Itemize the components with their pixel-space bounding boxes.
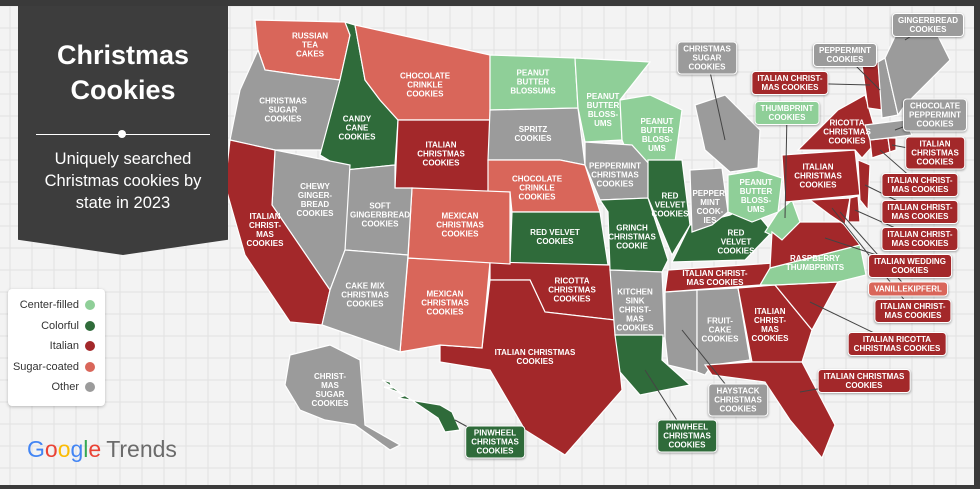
callout-label: GINGERBREAD COOKIES [891,13,965,37]
state-label: FRUIT- CAKE COOKIES [701,316,739,344]
state [694,94,761,173]
callout-label: CHOCOLATE PEPPERMINT COOKIES [902,98,968,132]
state-label: MEXICAN CHRISTMAS COOKIES [436,211,484,239]
state [614,334,692,396]
legend-swatch [85,341,95,351]
callout-label: HAYSTACK CHRISTMAS COOKIES [708,383,768,417]
state-label: CHRISTMAS SUGAR COOKIES [259,96,307,124]
state-label: SPRITZ COOKIES [514,125,552,143]
state-label: ITALIAN CHRISTMAS COOKIES [417,140,465,168]
state-label: ITALIAN CHRISTMAS COOKIES [494,348,576,366]
state-label: RASPBERRY THUMBPRINTS [785,254,845,272]
legend-swatch [85,320,95,331]
legend-item: Other [51,381,95,393]
leader-line [784,112,788,219]
state [703,361,836,460]
state-label: RUSSIAN TEA CAKES [291,31,329,59]
callout-label: THUMBPRINT COOKIES [754,101,820,125]
state [284,344,402,451]
state-label: CHOCOLATE CRINKLE COOKIES [511,174,563,202]
callout-label: PINWHEEL CHRISTMAS COOKIES [465,425,525,459]
legend-label: Center-filled [19,299,79,311]
brand-trends: Trends [106,436,177,462]
separator-dot [118,130,126,138]
state-label: CAKE MIX CHRISTMAS COOKIES [341,281,389,309]
state-label: CHEWY GINGER- BREAD COOKIES [296,182,334,218]
callout-label: ITALIAN CHRIST- MAS COOKIES [751,71,829,95]
legend-swatch [85,361,95,372]
legend-label: Other [51,381,79,393]
legend: Center-filled Colorful Italian Sugar-coated… [8,289,105,406]
state-label: RED VELVET COOKIES [530,228,580,246]
state-label: CHRIST- MAS SUGAR COOKIES [311,372,349,408]
legend-item: Colorful [41,320,95,332]
callout-label: CHRISTMAS SUGAR COOKIES [677,41,737,75]
brand-logo: Google Trends [27,436,177,463]
legend-item: Italian [50,340,95,352]
legend-swatch [85,382,95,392]
legend-label: Italian [49,340,79,352]
legend-swatch [85,300,95,310]
callout-label: ITALIAN RICOTTA CHRISTMAS COOKIES [847,332,947,356]
state-label: CHOCOLATE CRINKLE COOKIES [399,71,451,99]
callout-label: VANILLEKIPFERL [868,281,948,297]
state [321,249,409,353]
callout-label: ITALIAN WEDDING COOKIES [868,254,952,278]
state-label: SOFT GINGERBREAD COOKIES [349,201,411,229]
state-label: PEANUT BUTTER BLOSS- UMS [739,178,773,214]
state-label: ITALIAN CHRIST- MAS COOKIES [246,212,284,248]
state-label: MEXICAN CHRISTMAS COOKIES [421,289,469,317]
state-label: ITALIAN CHRISTMAS COOKIES [794,162,842,190]
state [689,167,729,233]
state [381,379,461,433]
legend-item: Center-filled [20,299,95,311]
state-label: PEPPER- MINT COOK- IES [692,189,728,225]
state [647,159,691,257]
callout-label: ITALIAN CHRIST- MAS COOKIES [874,299,952,323]
legend-label: Sugar-coated [12,360,79,373]
callout-label: ITALIAN CHRISTMAS COOKIES [817,369,911,393]
state [869,137,891,159]
state-label: PEANUT BUTTER BLOSS- UMS [586,92,620,128]
state-label: GRINCH CHRISTMAS COOKIE [608,223,656,251]
legend-item: Sugar-coated [13,361,95,373]
state [864,119,913,141]
state-label: CANDY CANE COOKIES [338,114,376,142]
brand-google: Google [27,436,102,462]
callout-label: ITALIAN CHRIST- MAS COOKIES [881,173,959,197]
state [808,197,851,227]
legend-label: Colorful [41,319,79,332]
state-label: RICOTTA CHRISTMAS COOKIES [548,276,596,304]
callout-label: ITALIAN CHRIST- MAS COOKIES [881,200,959,224]
callout-label: ITALIAN CHRISTMAS COOKIES [905,136,965,170]
state [857,159,871,212]
state-label: ITALIAN CHRIST- MAS COOKIES [751,307,789,343]
state-label: PEANUT BUTTER BLOSSUMS [510,68,556,96]
subtitle: Uniquely searched Christmas cookies by s… [44,150,202,212]
state-label: KITCHEN SINK CHRIST- MAS COOKIES [616,287,654,333]
state-label: PEANUT BUTTER BLOSS- UMS [640,117,674,153]
state [664,289,698,373]
callout-label: PEPPERMINT COOKIES [812,43,878,67]
state-label: PEPPERMINT CHRISTMAS COOKIES [588,161,642,189]
callout-label: ITALIAN CHRIST- MAS COOKIES [881,227,959,251]
state-label: ITALIAN CHRIST- MAS COOKIES [682,269,748,287]
title-panel: Christmas Cookies Uniquely searched Chri… [18,6,228,255]
state-label: RED VELVET COOKIES [717,228,755,256]
callout-label: PINWHEEL CHRISTMAS COOKIES [657,419,717,453]
state [847,195,861,223]
state-label: RICOTTA CHRISTMAS COOKIES [823,118,871,146]
title: Christmas Cookies [56,40,190,105]
state-label: RED VELVET COOKIES [651,191,689,219]
